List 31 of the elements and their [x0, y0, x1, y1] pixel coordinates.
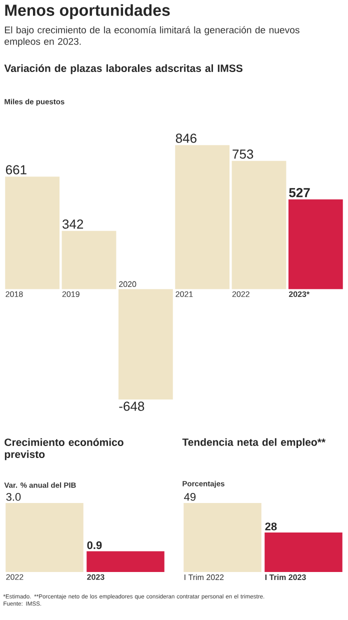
bar: [118, 289, 173, 400]
x-tick-label: I Trim 2023: [265, 574, 306, 580]
chart-title: Tendencia neta del empleo**: [182, 438, 326, 448]
bar: [62, 230, 116, 290]
bar: [175, 145, 230, 290]
x-tick-label: 2022: [6, 574, 24, 580]
data-label: 846: [176, 134, 196, 143]
data-label: 661: [6, 165, 26, 174]
x-tick-label: 2022: [232, 291, 250, 297]
data-label: 28: [265, 522, 277, 530]
data-label: 3.0: [6, 493, 21, 501]
data-label: 49: [184, 493, 196, 501]
data-label: 0.9: [87, 541, 102, 550]
data-label: -648: [119, 402, 144, 411]
x-tick-label: 2023*: [288, 291, 310, 298]
data-label: 527: [289, 188, 310, 198]
x-tick-label: 2021: [176, 291, 193, 297]
text: Menos oportunidades: [5, 4, 170, 20]
bar: [232, 160, 286, 290]
chart-title: Crecimiento económico previsto: [4, 438, 124, 460]
x-tick-label: I Trim 2022: [184, 574, 224, 580]
data-label: 342: [62, 219, 84, 229]
data-label: 753: [232, 150, 254, 159]
x-tick-label: 2020: [119, 281, 136, 287]
text: El bajo crecimiento de la economía limitará la generación de nuevos empleos en 2023.: [4, 26, 300, 47]
x-tick-label: 2023: [87, 574, 104, 580]
bar: [5, 176, 60, 290]
chart-title: Variación de plazas laborales adscritas al IMSS: [4, 64, 242, 74]
bar: [288, 199, 343, 290]
x-tick-label: 2018: [6, 291, 23, 297]
x-tick-label: 2019: [62, 291, 80, 297]
